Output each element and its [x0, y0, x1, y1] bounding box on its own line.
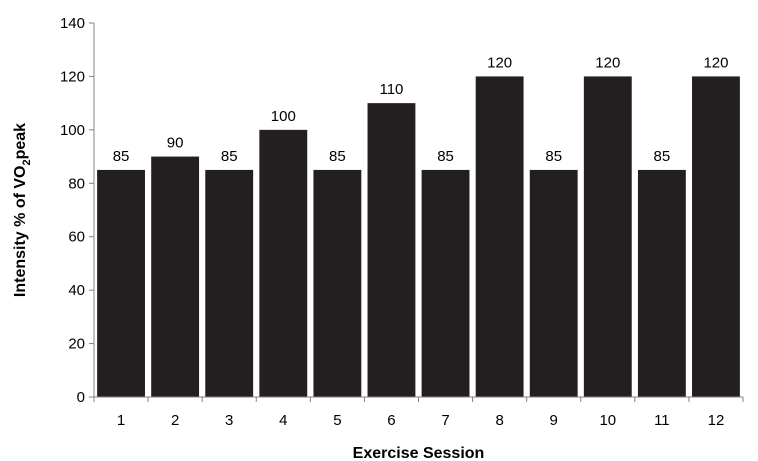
x-tick-label: 1	[117, 412, 125, 429]
data-label-session-1: 85	[113, 148, 130, 165]
data-label-session-8: 120	[487, 54, 512, 71]
data-label-session-7: 85	[437, 148, 454, 165]
bar-session-1	[97, 169, 145, 397]
bar-session-3	[205, 169, 254, 397]
data-label-session-10: 120	[595, 54, 620, 71]
bar-session-10	[583, 76, 632, 397]
x-tick-label: 4	[279, 412, 287, 429]
y-tick-label: 120	[60, 68, 85, 85]
data-label-session-6: 110	[379, 81, 403, 98]
data-label-session-11: 85	[654, 148, 671, 165]
x-ticks-group: 1 2 3 4 5 6 7 8 9 10 11 12	[93, 397, 744, 429]
y-tick-label: 80	[68, 175, 85, 192]
x-tick-label: 8	[495, 412, 503, 429]
x-tick-label: 2	[171, 412, 179, 429]
x-tick-label: 3	[225, 412, 233, 429]
y-axis-title-prefix: Intensity % of VO	[12, 166, 29, 298]
y-axis-title: Intensity % of VO2peak	[12, 123, 33, 297]
bar-session-12	[692, 76, 740, 397]
y-tick-label: 0	[77, 389, 85, 406]
bar-session-8	[475, 76, 524, 397]
x-tick-label: 11	[654, 412, 670, 429]
y-tick-label: 140	[60, 15, 85, 32]
data-label-session-4: 100	[271, 108, 296, 125]
x-tick-label: 9	[550, 412, 558, 429]
data-label-session-5: 85	[329, 148, 346, 165]
bar-session-5	[313, 169, 362, 397]
bar-session-4	[259, 129, 308, 397]
y-tick-label: 40	[68, 282, 85, 299]
data-label-session-3: 85	[221, 148, 238, 165]
x-tick-label: 6	[387, 412, 395, 429]
x-tick-label: 12	[708, 412, 725, 429]
data-label-session-9: 85	[545, 148, 562, 165]
bars-group	[97, 76, 740, 398]
y-tick-label: 20	[68, 336, 85, 353]
data-label-session-2: 90	[167, 135, 184, 152]
data-label-session-12: 120	[703, 54, 728, 71]
bar-session-2	[151, 156, 200, 397]
y-tick-label: 60	[68, 229, 85, 246]
x-tick-label: 7	[441, 412, 449, 429]
x-axis-title: Exercise Session	[353, 445, 485, 461]
bar-session-11	[637, 169, 686, 397]
y-ticks-group: 0 20 40 60 80 100 120 140	[60, 15, 94, 406]
data-labels-group: 85 90 85 100 85 110 85 120 85 120 85 120	[113, 54, 729, 165]
x-tick-label: 5	[333, 412, 341, 429]
x-tick-label: 10	[599, 412, 616, 429]
bar-session-7	[421, 169, 470, 397]
y-axis-title-suffix: peak	[12, 123, 29, 160]
y-tick-label: 100	[60, 122, 85, 139]
y-axis-title-subscript: 2	[21, 159, 33, 165]
bar-session-9	[529, 169, 578, 397]
bar-session-6	[367, 103, 416, 398]
